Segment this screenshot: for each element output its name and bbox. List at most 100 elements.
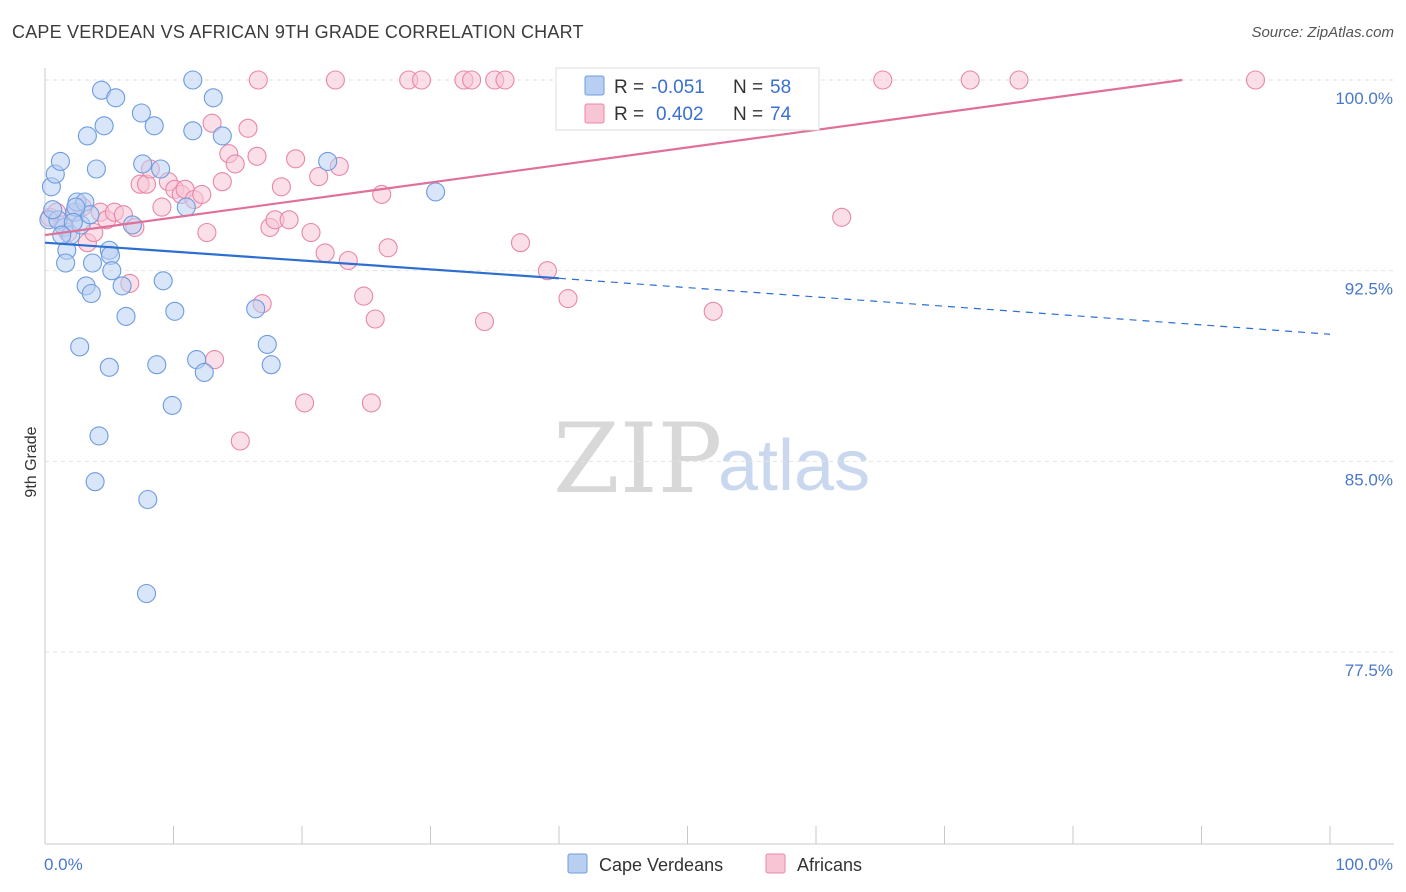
trend-line-cape-verdeans (44, 241, 560, 280)
african-point-53 (411, 70, 432, 90)
african-point-46 (361, 393, 381, 413)
cape-verdean-point-44 (194, 362, 214, 382)
stats-legend: R = -0.051 N = 58 R = 0.402 N = 74 (555, 67, 820, 131)
legend-n-value-1: 74 (770, 104, 792, 125)
african-point-45 (354, 286, 374, 306)
y-tick-label-3: 100.0% (1335, 89, 1393, 108)
african-point-27 (212, 172, 232, 192)
trend-line-cape-verdeans-extension (558, 277, 1331, 335)
cape-verdean-point-48 (246, 299, 266, 319)
african-point-51 (325, 70, 345, 90)
african-point-40 (301, 222, 321, 243)
legend-r-label-0: R = (614, 77, 644, 98)
gridlines (45, 79, 1394, 653)
tick-labels: 77.5% 85.0% 92.5% 100.0% 0.0% 100.0% (44, 89, 1393, 874)
african-point-30 (230, 431, 250, 451)
cape-verdean-point-47 (183, 70, 203, 90)
chart-title: CAPE VERDEAN VS AFRICAN 9TH GRADE CORREL… (12, 22, 584, 42)
y-axis-label: 9th Grade (23, 426, 40, 497)
cape-verdean-point-50 (261, 355, 281, 375)
cape-verdean-point-15 (77, 126, 97, 146)
cape-verdean-point-35 (144, 116, 164, 136)
cape-verdean-point-25 (102, 261, 122, 281)
african-point-44 (338, 250, 358, 271)
cape-verdean-point-40 (165, 301, 185, 321)
cape-verdean-point-37 (151, 159, 171, 179)
african-point-69 (873, 70, 893, 90)
african-point-39 (295, 393, 315, 413)
cape-verdean-point-14 (70, 337, 90, 357)
african-point-61 (558, 289, 578, 309)
cape-verdean-point-16 (82, 253, 103, 273)
legend-r-value-1: 0.402 (656, 104, 704, 125)
cape-verdean-point-34 (136, 583, 157, 604)
legend-r-value-0: -0.051 (651, 77, 705, 98)
trend-line-africans (44, 78, 1183, 237)
cape-verdean-point-18 (85, 472, 105, 492)
y-tick-label-0: 77.5% (1345, 661, 1393, 680)
african-point-38 (286, 149, 306, 169)
legend-n-label-1: N = (733, 104, 763, 125)
african-point-58 (474, 311, 495, 332)
bottom-legend-label-africans: Africans (797, 855, 862, 875)
cape-verdean-point-6 (56, 253, 76, 273)
cape-verdean-point-42 (183, 121, 203, 141)
cape-verdean-point-57 (52, 225, 72, 245)
cape-verdean-point-27 (106, 88, 126, 108)
cape-verdean-point-46 (212, 126, 232, 146)
cape-verdean-point-36 (147, 355, 167, 375)
african-point-25 (202, 113, 222, 133)
cape-verdean-point-55 (43, 200, 63, 220)
african-point-17 (152, 197, 172, 217)
x-tick-label-1: 100.0% (1335, 855, 1393, 874)
legend-n-value-0: 58 (770, 77, 791, 98)
trend-lines (44, 78, 1331, 335)
african-point-57 (495, 70, 515, 90)
bottom-legend-label-cape-verdeans: Cape Verdeans (599, 855, 723, 875)
african-point-71 (1009, 70, 1029, 90)
x-tick-label-0: 0.0% (44, 855, 83, 874)
legend-r-label-1: R = (614, 104, 644, 125)
cape-verdean-point-33 (138, 489, 158, 510)
african-point-41 (309, 167, 329, 187)
source-label: Source: ZipAtlas.com (1251, 24, 1394, 41)
african-point-55 (462, 70, 482, 90)
african-point-24 (197, 222, 217, 243)
legend-swatch-africans (584, 103, 605, 124)
cape-verdean-point-32 (133, 154, 153, 174)
african-point-47 (365, 309, 385, 329)
african-point-31 (238, 118, 258, 138)
legend-n-label-0: N = (733, 77, 763, 98)
axes (44, 68, 1394, 845)
cape-verdean-point-38 (153, 271, 173, 291)
cape-verdean-point-20 (86, 159, 106, 179)
watermark-zip: ZIP (553, 403, 722, 515)
african-point-32 (247, 146, 267, 166)
african-point-59 (510, 233, 531, 253)
african-point-29 (225, 154, 245, 174)
cape-verdean-point-3 (50, 151, 70, 171)
series-cape-verdeans (39, 70, 446, 604)
watermark-atlas: atlas (718, 426, 870, 506)
bottom-legend: Cape Verdeans Africans (567, 853, 862, 875)
cape-verdean-point-39 (162, 395, 182, 415)
cape-verdean-point-52 (426, 182, 446, 202)
cape-verdean-point-26 (99, 357, 119, 377)
cape-verdean-point-51 (318, 151, 338, 171)
african-point-37 (279, 210, 299, 230)
cape-verdean-point-22 (94, 116, 114, 136)
african-point-68 (832, 207, 852, 227)
cape-verdean-point-49 (257, 334, 277, 354)
cape-verdean-point-28 (112, 276, 132, 296)
african-point-72 (1245, 70, 1266, 90)
african-point-73 (703, 301, 723, 321)
cape-verdean-point-17 (81, 283, 101, 304)
bottom-legend-swatch-africans (765, 853, 786, 874)
cape-verdean-point-41 (176, 197, 196, 217)
african-point-49 (378, 238, 398, 258)
cape-verdean-point-19 (89, 426, 109, 446)
african-point-36 (271, 177, 291, 197)
legend-swatch-cape-verdeans (584, 75, 605, 96)
african-point-60 (537, 261, 557, 281)
